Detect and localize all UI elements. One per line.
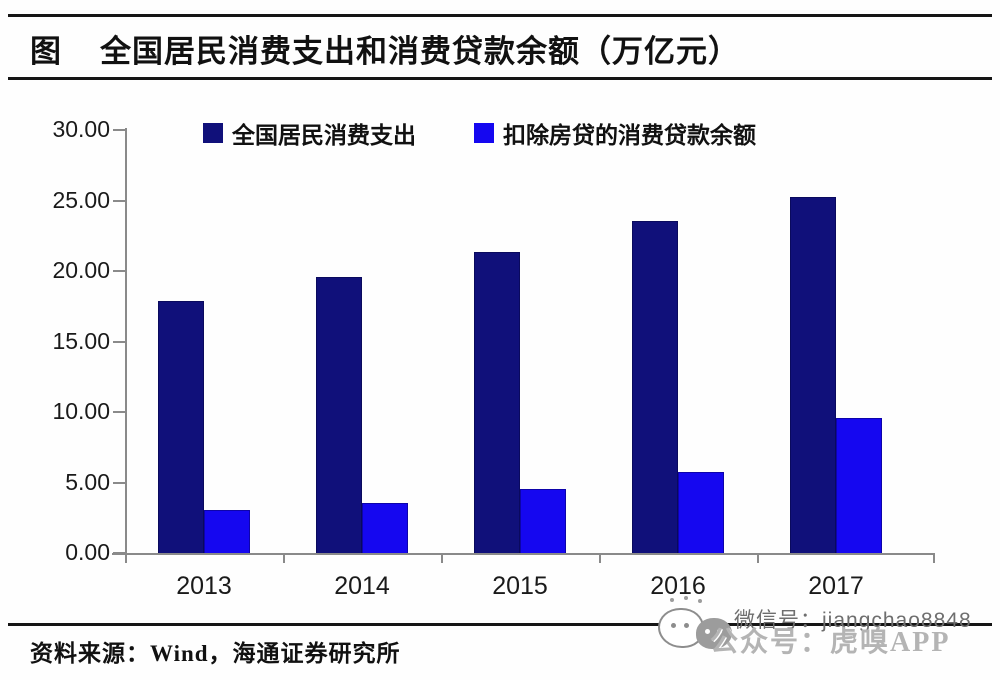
y-axis-tick-label: 20.00: [52, 257, 110, 283]
bar-loans: [678, 471, 724, 555]
bar-loans: [362, 502, 408, 555]
source-note: 资料来源：Wind，海通证券研究所: [30, 641, 401, 666]
watermark-speck: [670, 598, 674, 602]
page-title: 图 全国居民消费支出和消费贷款余额（万亿元）: [30, 26, 740, 71]
legend-swatch-dark-icon: [203, 123, 223, 143]
bar-expenditure: [158, 301, 204, 555]
legend-item-loans: 扣除房贷的消费贷款余额: [474, 116, 756, 150]
bar-loans: [836, 418, 882, 555]
y-axis-tick: [113, 129, 125, 131]
chart-legend: 全国居民消费支出 扣除房贷的消费贷款余额: [203, 116, 756, 150]
legend-label: 扣除房贷的消费贷款余额: [503, 123, 756, 148]
y-axis-tick-label: 0.00: [65, 539, 110, 565]
x-axis-tick-label: 2014: [334, 572, 390, 600]
legend-label: 全国居民消费支出: [232, 123, 416, 148]
y-axis-line: [125, 128, 127, 557]
legend-item-expenditure: 全国居民消费支出: [203, 116, 416, 150]
title-divider-rule: [8, 77, 992, 80]
bar-expenditure: [316, 277, 362, 555]
x-axis-tick-label: 2013: [176, 572, 232, 600]
y-axis-tick-label: 30.00: [52, 116, 110, 142]
watermark-speck: [684, 596, 688, 600]
x-axis-tick: [125, 555, 127, 563]
x-axis-tick: [757, 555, 759, 563]
wechat-bubble-filled-icon: [696, 618, 732, 649]
y-axis-tick-label: 5.00: [65, 468, 110, 495]
y-axis-tick-label: 10.00: [52, 398, 110, 424]
y-axis-tick: [113, 411, 125, 413]
x-axis-tick-label: 2015: [492, 572, 548, 600]
watermark: 微信号：jiangchao8848 公众号：虎嗅APP: [648, 596, 996, 674]
y-axis-tick: [113, 481, 125, 484]
watermark-wechat-id: 微信号：jiangchao8848: [734, 609, 972, 632]
y-axis-tick-label: 25.00: [52, 186, 110, 213]
y-axis-tick: [113, 270, 125, 272]
bottom-rule: [8, 623, 992, 626]
watermark-account-name: 公众号：虎嗅APP: [710, 627, 951, 658]
x-axis-tick-label: 2016: [650, 572, 706, 600]
y-axis-tick: [113, 199, 125, 202]
figure-title-text: 全国居民消费支出和消费贷款余额（万亿元）: [100, 34, 740, 69]
y-axis-tick: [113, 340, 125, 343]
x-axis-tick: [933, 555, 935, 563]
bar-expenditure: [790, 196, 836, 555]
legend-swatch-blue-icon: [474, 123, 494, 143]
x-axis-line: [112, 553, 935, 555]
x-axis-tick: [441, 555, 443, 563]
watermark-speck: [698, 599, 702, 603]
top-rule: [8, 14, 992, 17]
bar-loans: [204, 509, 250, 555]
bar-expenditure: [632, 220, 678, 555]
x-axis-tick-label: 2017: [808, 572, 864, 600]
bar-loans: [520, 488, 566, 555]
x-axis-tick: [599, 555, 601, 563]
wechat-bubble-outline-icon: [658, 608, 704, 648]
y-axis-tick-label: 15.00: [52, 327, 110, 354]
figure-label: 图: [30, 34, 62, 69]
x-axis-tick: [283, 555, 285, 563]
bar-expenditure: [474, 251, 520, 555]
